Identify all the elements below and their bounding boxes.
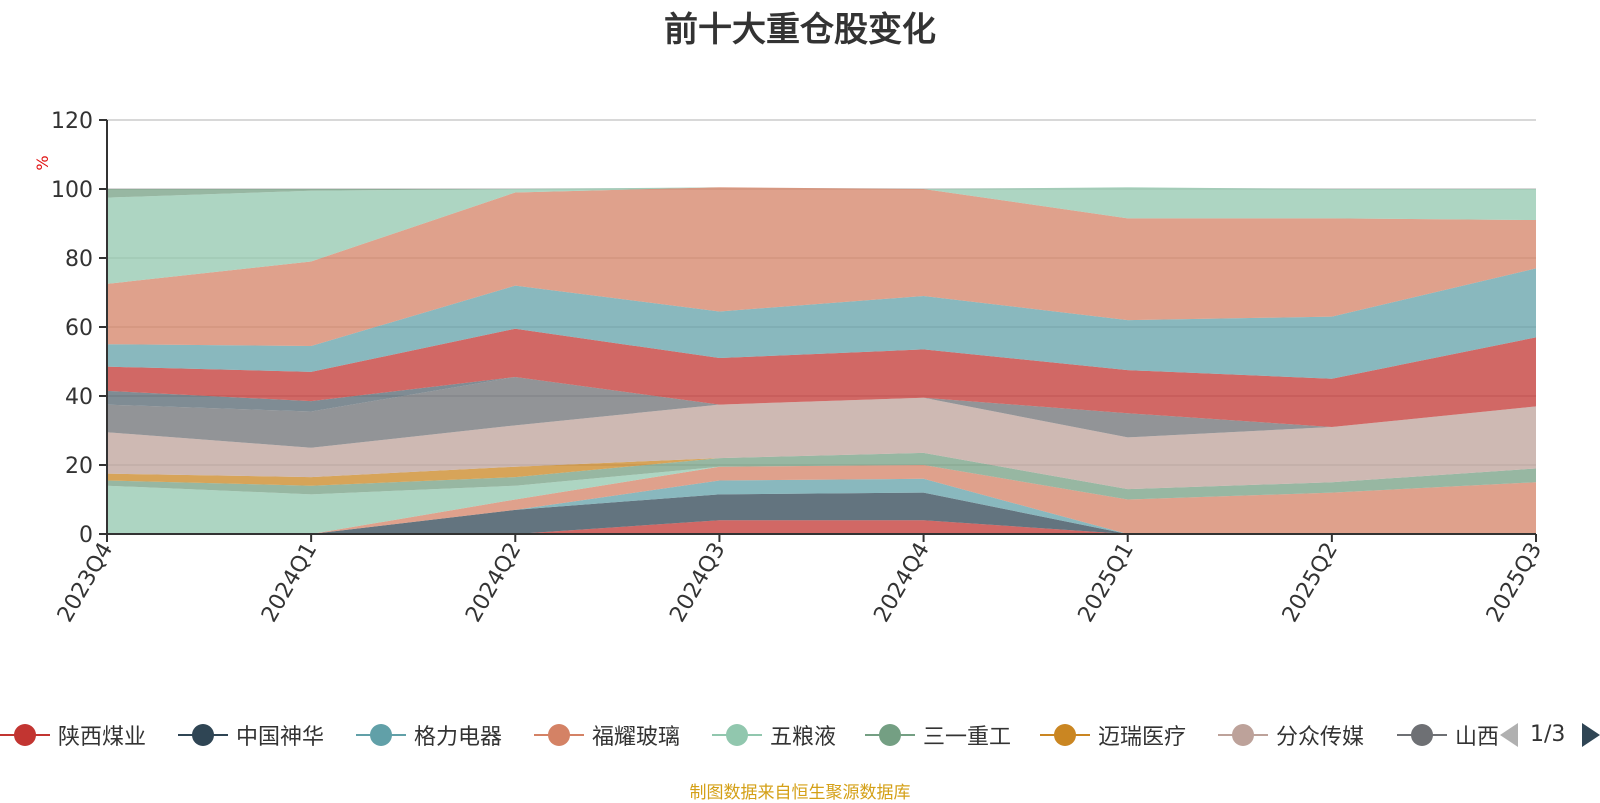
legend-item-0[interactable]: 陕西煤业 xyxy=(0,718,146,752)
y-tick-label-80: 80 xyxy=(65,247,93,272)
legend-marker-icon xyxy=(0,718,50,752)
x-tick-label-2024Q4: 2024Q4 xyxy=(869,539,934,627)
area-series-4[interactable] xyxy=(107,465,1536,534)
y-tick-label-20: 20 xyxy=(65,454,93,479)
x-tick-label-2023Q4: 2023Q4 xyxy=(53,539,118,627)
y-tick-label-120: 120 xyxy=(51,109,93,134)
x-tick-label-2024Q1: 2024Q1 xyxy=(257,539,322,627)
area-series-3[interactable] xyxy=(107,465,1536,534)
legend-label: 迈瑞医疗 xyxy=(1098,725,1187,750)
legend-item-4[interactable]: 五粮液 xyxy=(712,718,836,752)
x-tick-label-2025Q3: 2025Q3 xyxy=(1482,539,1547,627)
legend-marker-icon xyxy=(356,718,406,752)
legend-label: 福耀玻璃 xyxy=(592,725,681,750)
legend-marker-icon xyxy=(534,718,584,752)
legend-marker-icon xyxy=(1397,718,1447,752)
stacked-areas xyxy=(107,187,1536,534)
legend-item-5[interactable]: 三一重工 xyxy=(865,718,1011,752)
legend-label: 三一重工 xyxy=(923,725,1012,750)
y-tick-label-40: 40 xyxy=(65,385,93,410)
area-series-2[interactable] xyxy=(107,478,1536,534)
area-series-12[interactable] xyxy=(107,187,1536,346)
x-tick-label-2025Q2: 2025Q2 xyxy=(1278,539,1343,627)
legend-marker-icon xyxy=(865,718,915,752)
area-series-5[interactable] xyxy=(107,452,1536,500)
legend-item-3[interactable]: 福耀玻璃 xyxy=(534,718,680,752)
x-tick-label-2025Q1: 2025Q1 xyxy=(1074,539,1139,627)
y-tick-label-60: 60 xyxy=(65,316,93,341)
area-series-0[interactable] xyxy=(107,520,1536,534)
area-series-11[interactable] xyxy=(107,268,1536,379)
y-tick-label-100: 100 xyxy=(51,178,93,203)
chart-title: 前十大重仓股变化 xyxy=(664,10,936,50)
legend-label: 中国神华 xyxy=(236,725,325,750)
area-series-7[interactable] xyxy=(107,397,1536,490)
y-axis-label: % xyxy=(33,155,52,170)
legend-marker-icon xyxy=(178,718,228,752)
legend-pager: 1/3 xyxy=(1500,718,1600,752)
x-tick-label-2024Q2: 2024Q2 xyxy=(461,539,526,627)
source-note: 制图数据来自恒生聚源数据库 xyxy=(689,783,911,803)
legend-label: 五粮液 xyxy=(770,725,837,750)
y-tick-label-0: 0 xyxy=(79,523,93,548)
legend-item-1[interactable]: 中国神华 xyxy=(178,718,324,752)
legend-label: 山西汾酒 xyxy=(1455,725,1500,750)
legend-page-indicator: 1/3 xyxy=(1530,722,1566,747)
legend-label: 格力电器 xyxy=(414,725,503,750)
x-tick-label-2024Q3: 2024Q3 xyxy=(665,539,730,627)
legend-marker-icon xyxy=(1218,718,1268,752)
legend: 陕西煤业 中国神华 格力电器 福耀玻璃 五粮液 三一重工 迈瑞医疗 分众传媒 山西汾酒 xyxy=(0,718,1500,752)
area-series-8[interactable] xyxy=(107,377,1536,448)
legend-marker-icon xyxy=(712,718,762,752)
legend-item-8[interactable]: 山西汾酒 xyxy=(1397,718,1500,752)
legend-item-2[interactable]: 格力电器 xyxy=(356,718,502,752)
legend-next-page-icon[interactable] xyxy=(1582,723,1600,747)
area-series-13[interactable] xyxy=(107,187,1536,284)
legend-label: 陕西煤业 xyxy=(58,725,147,750)
legend-label: 分众传媒 xyxy=(1276,725,1365,750)
area-series-1[interactable] xyxy=(107,492,1536,534)
area-series-10[interactable] xyxy=(107,328,1536,428)
legend-item-6[interactable]: 迈瑞医疗 xyxy=(1040,718,1186,752)
legend-item-7[interactable]: 分众传媒 xyxy=(1218,718,1364,752)
legend-prev-page-icon[interactable] xyxy=(1500,723,1518,747)
legend-marker-icon xyxy=(1040,718,1090,752)
